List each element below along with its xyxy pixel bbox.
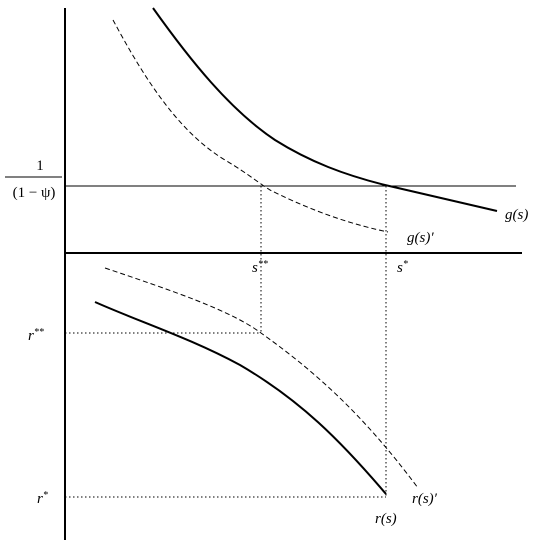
- r-label: r**: [28, 327, 44, 344]
- s-sup: **: [258, 259, 268, 270]
- numerator: 1: [36, 158, 44, 174]
- r-label: r*: [37, 490, 48, 507]
- curve-label: r(s)′: [412, 491, 438, 507]
- r-base: r: [37, 491, 43, 507]
- s-base: s: [397, 260, 403, 276]
- r-base: r: [28, 328, 34, 344]
- r-sup: **: [34, 327, 44, 338]
- s-label: s**: [252, 259, 268, 276]
- g-shifted-curve: [112, 19, 389, 233]
- s-sup: *: [403, 259, 408, 270]
- curve-label: g(s): [505, 207, 528, 223]
- denominator: (1 − ψ): [13, 185, 56, 201]
- r-curve: [94, 301, 387, 495]
- r-sup: *: [43, 490, 48, 501]
- curve-label: r(s): [375, 511, 397, 527]
- curve-label: g(s)′: [407, 230, 434, 246]
- g-curve: [152, 7, 498, 212]
- s-label: s*: [397, 259, 408, 276]
- s-base: s: [252, 260, 258, 276]
- r-shifted-curve: [104, 267, 419, 489]
